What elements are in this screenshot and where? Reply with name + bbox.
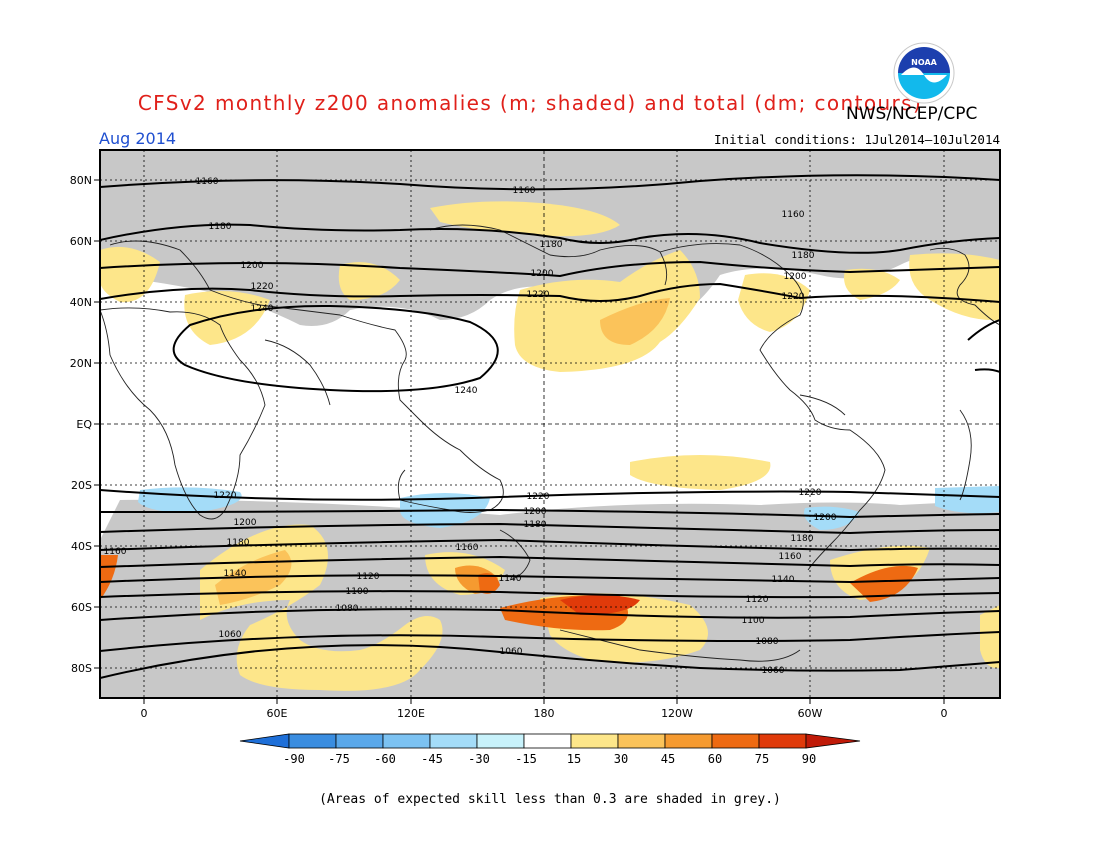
- lon-label: 60E: [267, 707, 288, 720]
- svg-text:1120: 1120: [357, 572, 380, 582]
- colorbar-swatch: [617, 733, 666, 749]
- colorbar-label: -90: [283, 752, 305, 766]
- colorbar-swatch: [570, 733, 619, 749]
- lon-label: 120W: [661, 707, 693, 720]
- colorbar: [239, 733, 861, 749]
- svg-text:1240: 1240: [455, 386, 478, 396]
- lon-label: 0: [141, 707, 148, 720]
- agency-label: NWS/NCEP/CPC: [846, 104, 978, 124]
- colorbar-label: 15: [566, 752, 582, 766]
- colorbar-swatch: [805, 733, 861, 749]
- svg-text:1160: 1160: [104, 547, 127, 557]
- colorbar-swatch: [523, 733, 572, 749]
- colorbar-swatch: [758, 733, 807, 749]
- svg-text:1160: 1160: [782, 210, 805, 220]
- positive-anomaly-shading: [100, 201, 1000, 691]
- svg-text:1180: 1180: [791, 534, 814, 544]
- svg-text:NOAA: NOAA: [911, 58, 937, 67]
- svg-text:1200: 1200: [814, 513, 837, 523]
- lat-label: 40S: [71, 540, 92, 553]
- axis-ticks: [94, 179, 945, 704]
- svg-text:1220: 1220: [214, 491, 237, 501]
- lat-label: EQ: [76, 418, 92, 431]
- coastlines: [100, 224, 1000, 662]
- colorbar-label: -60: [374, 752, 396, 766]
- svg-text:1140: 1140: [772, 575, 795, 585]
- svg-text:1080: 1080: [756, 637, 779, 647]
- svg-text:1160: 1160: [456, 543, 479, 553]
- svg-text:1220: 1220: [782, 292, 805, 302]
- svg-text:1220: 1220: [799, 488, 822, 498]
- lon-label: 180: [534, 707, 555, 720]
- colorbar-swatch: [288, 733, 337, 749]
- map-grid: [100, 150, 1000, 698]
- colorbar-swatch: [476, 733, 525, 749]
- colorbar-swatch: [335, 733, 384, 749]
- lat-label: 80S: [71, 662, 92, 675]
- svg-text:1140: 1140: [499, 574, 522, 584]
- svg-text:1200: 1200: [524, 507, 547, 517]
- lon-label: 60W: [798, 707, 823, 720]
- svg-text:1200: 1200: [234, 518, 257, 528]
- noaa-logo: NOAA: [893, 42, 955, 104]
- svg-text:1220: 1220: [251, 282, 274, 292]
- colorbar-label: 30: [613, 752, 629, 766]
- svg-text:1160: 1160: [196, 177, 219, 187]
- svg-text:1120: 1120: [746, 595, 769, 605]
- colorbar-label: -15: [515, 752, 537, 766]
- svg-text:1220: 1220: [527, 290, 550, 300]
- height-contours: [100, 174, 1000, 679]
- colorbar-swatch: [382, 733, 431, 749]
- lon-label: 120E: [397, 707, 425, 720]
- colorbar-label: -30: [468, 752, 490, 766]
- latitude-labels: 80N 60N 40N 20N EQ 20S 40S 60S 80S: [70, 174, 93, 675]
- svg-text:1240: 1240: [251, 304, 274, 314]
- svg-text:1100: 1100: [346, 587, 369, 597]
- svg-text:1160: 1160: [513, 186, 536, 196]
- initial-conditions: Initial conditions: 1Jul2014–10Jul2014: [714, 132, 1000, 147]
- lat-label: 60S: [71, 601, 92, 614]
- svg-text:1200: 1200: [531, 269, 554, 279]
- svg-text:1060: 1060: [762, 666, 785, 676]
- svg-text:1200: 1200: [241, 261, 264, 271]
- colorbar-swatch: [664, 733, 713, 749]
- svg-text:1180: 1180: [209, 222, 232, 232]
- lat-label: 80N: [70, 174, 92, 187]
- svg-text:1220: 1220: [527, 492, 550, 502]
- colorbar-label: -45: [421, 752, 443, 766]
- svg-text:1060: 1060: [500, 647, 523, 657]
- lat-label: 20S: [71, 479, 92, 492]
- svg-text:1180: 1180: [792, 251, 815, 261]
- forecast-month: Aug 2014: [99, 129, 177, 148]
- contour-labels: 1160 1160 1160 1180 1180 1180 1200 1200 …: [104, 177, 837, 676]
- svg-text:1180: 1180: [227, 538, 250, 548]
- colorbar-label: 45: [660, 752, 676, 766]
- colorbar-swatch: [711, 733, 760, 749]
- lat-label: 20N: [70, 357, 92, 370]
- svg-text:1160: 1160: [779, 552, 802, 562]
- svg-text:1140: 1140: [224, 569, 247, 579]
- svg-text:1100: 1100: [742, 616, 765, 626]
- colorbar-label: 75: [754, 752, 770, 766]
- svg-text:1080: 1080: [336, 604, 359, 614]
- svg-text:1180: 1180: [540, 240, 563, 250]
- colorbar-label: 90: [801, 752, 817, 766]
- colorbar-swatch: [429, 733, 478, 749]
- colorbar-label: -75: [328, 752, 350, 766]
- lat-label: 40N: [70, 296, 92, 309]
- map-title: CFSv2 monthly z200 anomalies (m; shaded)…: [137, 91, 923, 115]
- svg-text:1180: 1180: [524, 520, 547, 530]
- colorbar-label: 60: [707, 752, 723, 766]
- skill-footnote: (Areas of expected skill less than 0.3 a…: [319, 792, 781, 807]
- colorbar-swatch: [239, 733, 290, 749]
- longitude-labels: 0 60E 120E 180 120W 60W 0: [141, 707, 948, 720]
- svg-text:1060: 1060: [219, 630, 242, 640]
- lon-label: 0: [941, 707, 948, 720]
- svg-text:1200: 1200: [784, 272, 807, 282]
- lat-label: 60N: [70, 235, 92, 248]
